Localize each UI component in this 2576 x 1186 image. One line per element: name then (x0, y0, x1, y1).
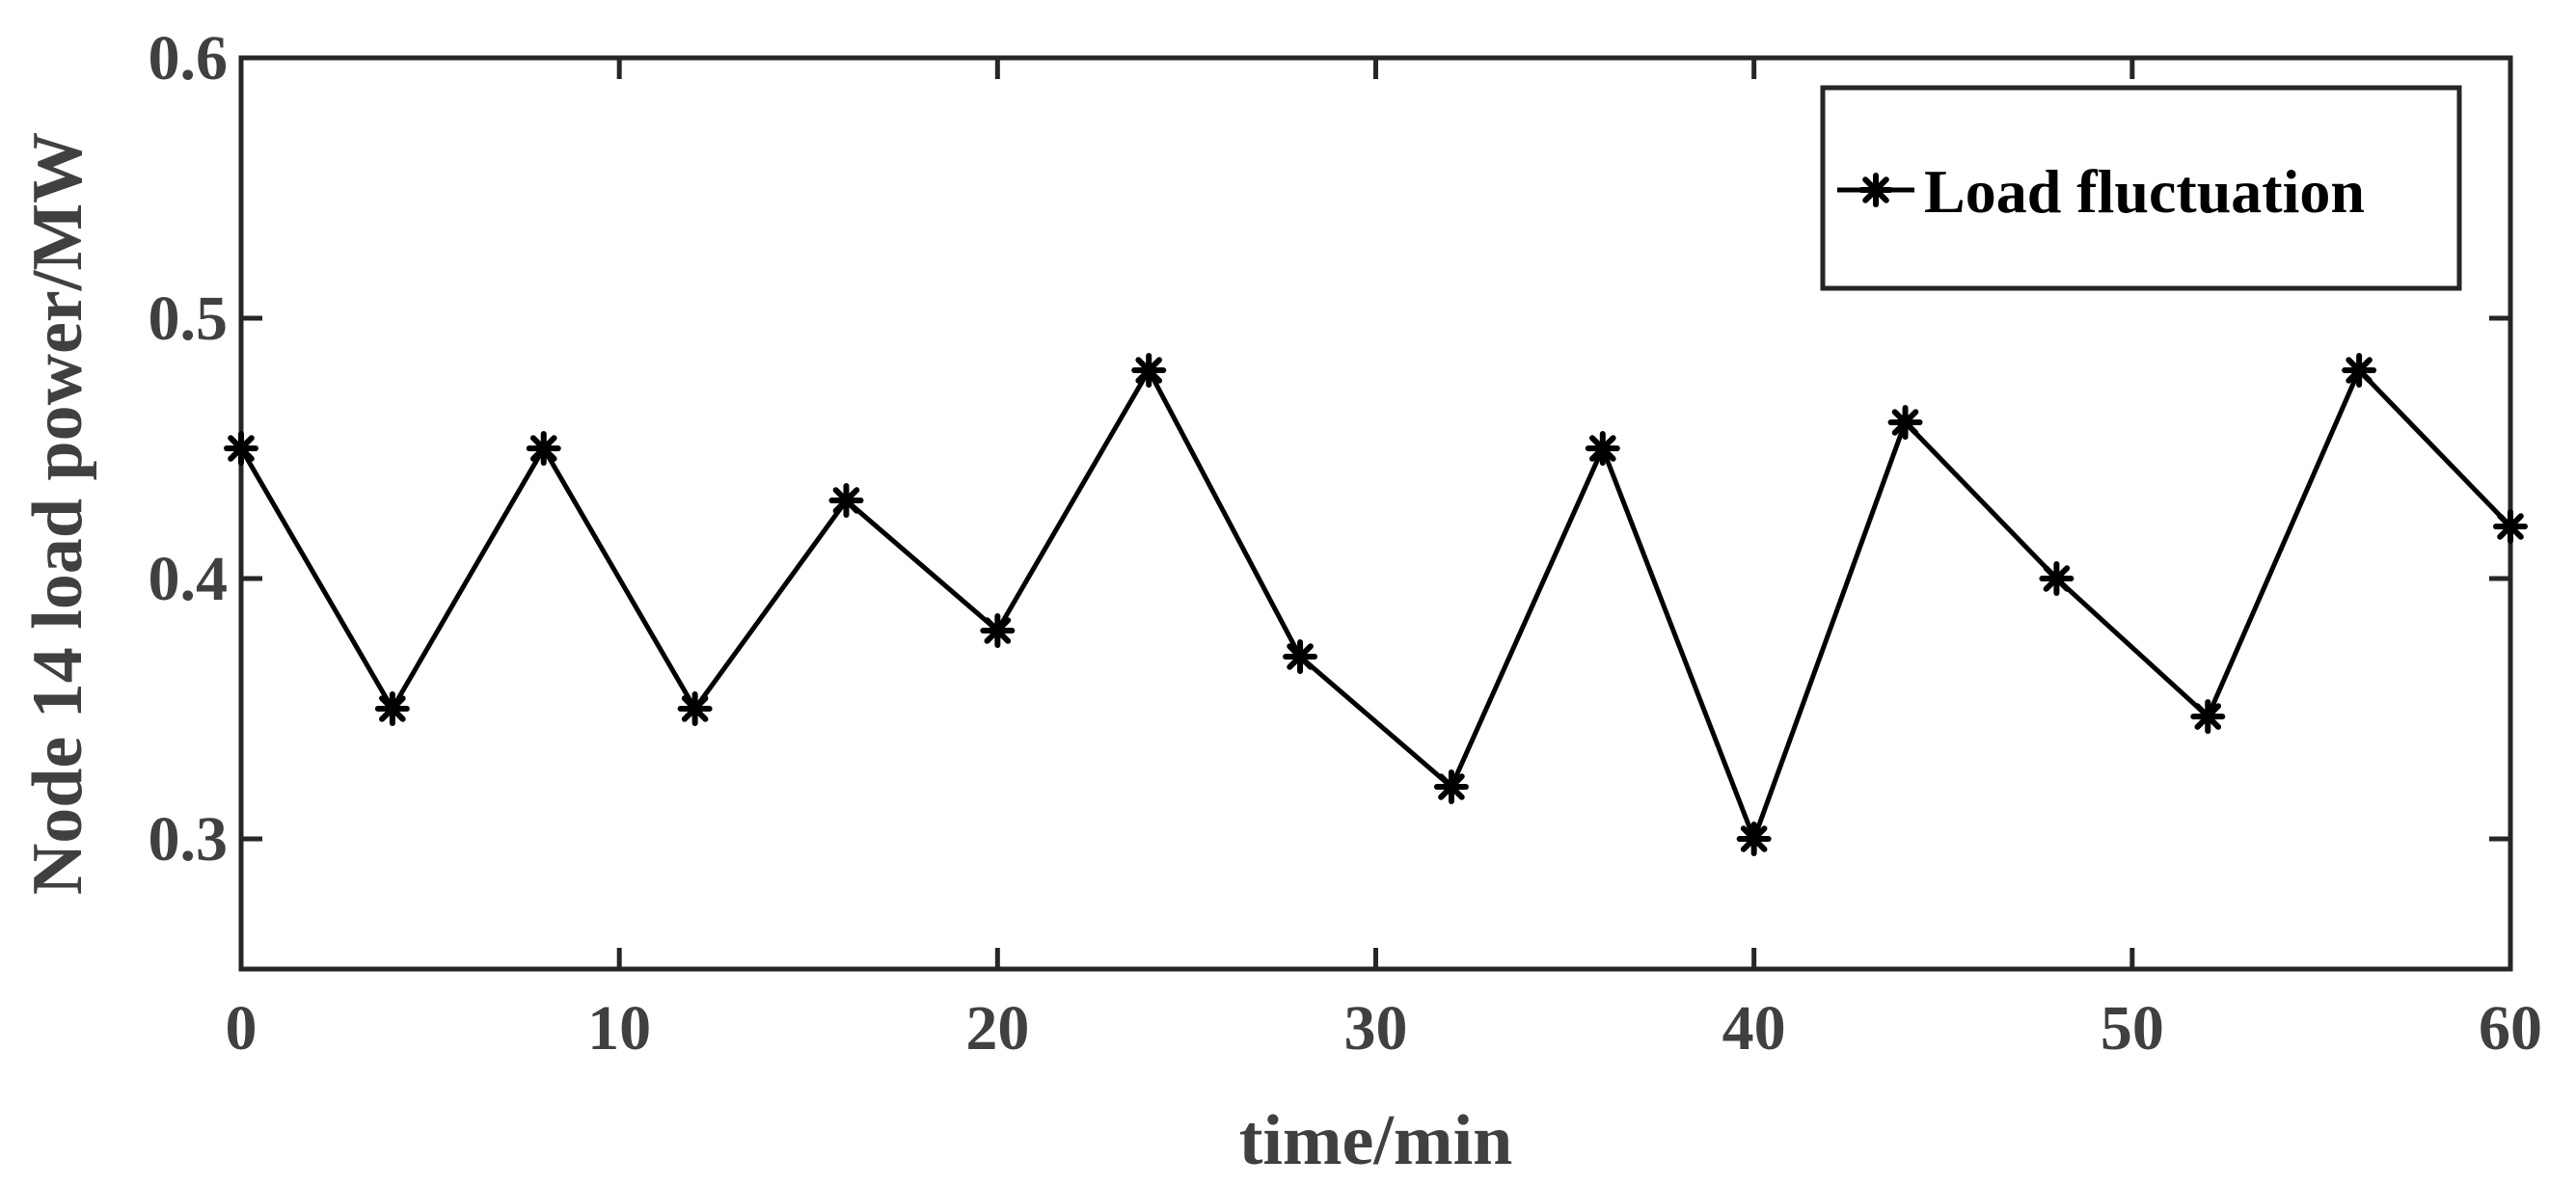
legend-marker-icon (1858, 173, 1893, 207)
data-point-marker (1131, 353, 1167, 388)
tick-labels: 0 10 20 30 40 50 60 0.3 0.4 0.5 0.6 (149, 23, 2543, 1064)
data-point-marker (980, 613, 1016, 648)
x-tick-label: 0 (226, 993, 258, 1064)
data-point-marker (1433, 769, 1469, 804)
data-point-marker (374, 691, 410, 726)
x-tick-label: 50 (2101, 993, 2164, 1064)
data-point-marker (2039, 561, 2074, 596)
data-point-marker (2493, 509, 2528, 544)
legend-asterisk (1858, 173, 1893, 207)
data-point-marker (2190, 699, 2226, 735)
x-tick-label: 20 (965, 993, 1029, 1064)
data-point-marker (1887, 405, 1923, 440)
legend-label: Load fluctuation (1924, 157, 2365, 226)
y-tick-label: 0.5 (149, 283, 229, 354)
x-tick-label: 60 (2479, 993, 2542, 1064)
x-axis-title: time/min (1239, 1101, 1513, 1180)
x-tick-label: 40 (1722, 993, 1786, 1064)
x-tick-label: 30 (1344, 993, 1408, 1064)
data-point-marker (526, 431, 561, 466)
data-point-marker (1736, 822, 1772, 856)
data-point-marker (1283, 639, 1318, 674)
series-line (238, 367, 2512, 842)
x-tick-label: 10 (587, 993, 651, 1064)
data-point-marker (677, 691, 713, 726)
legend: Load fluctuation (1820, 85, 2462, 291)
series-layer (224, 353, 2528, 856)
y-tick-label: 0.3 (149, 804, 229, 875)
data-point-marker (2342, 353, 2377, 388)
data-point-marker (224, 431, 258, 466)
y-tick-label: 0.4 (149, 544, 229, 614)
y-axis-title: Node 14 load power/MW (18, 132, 97, 895)
y-tick-label: 0.6 (149, 23, 229, 94)
data-point-marker (1585, 431, 1620, 466)
data-point-marker (828, 483, 864, 518)
legend-box (1820, 85, 2462, 291)
